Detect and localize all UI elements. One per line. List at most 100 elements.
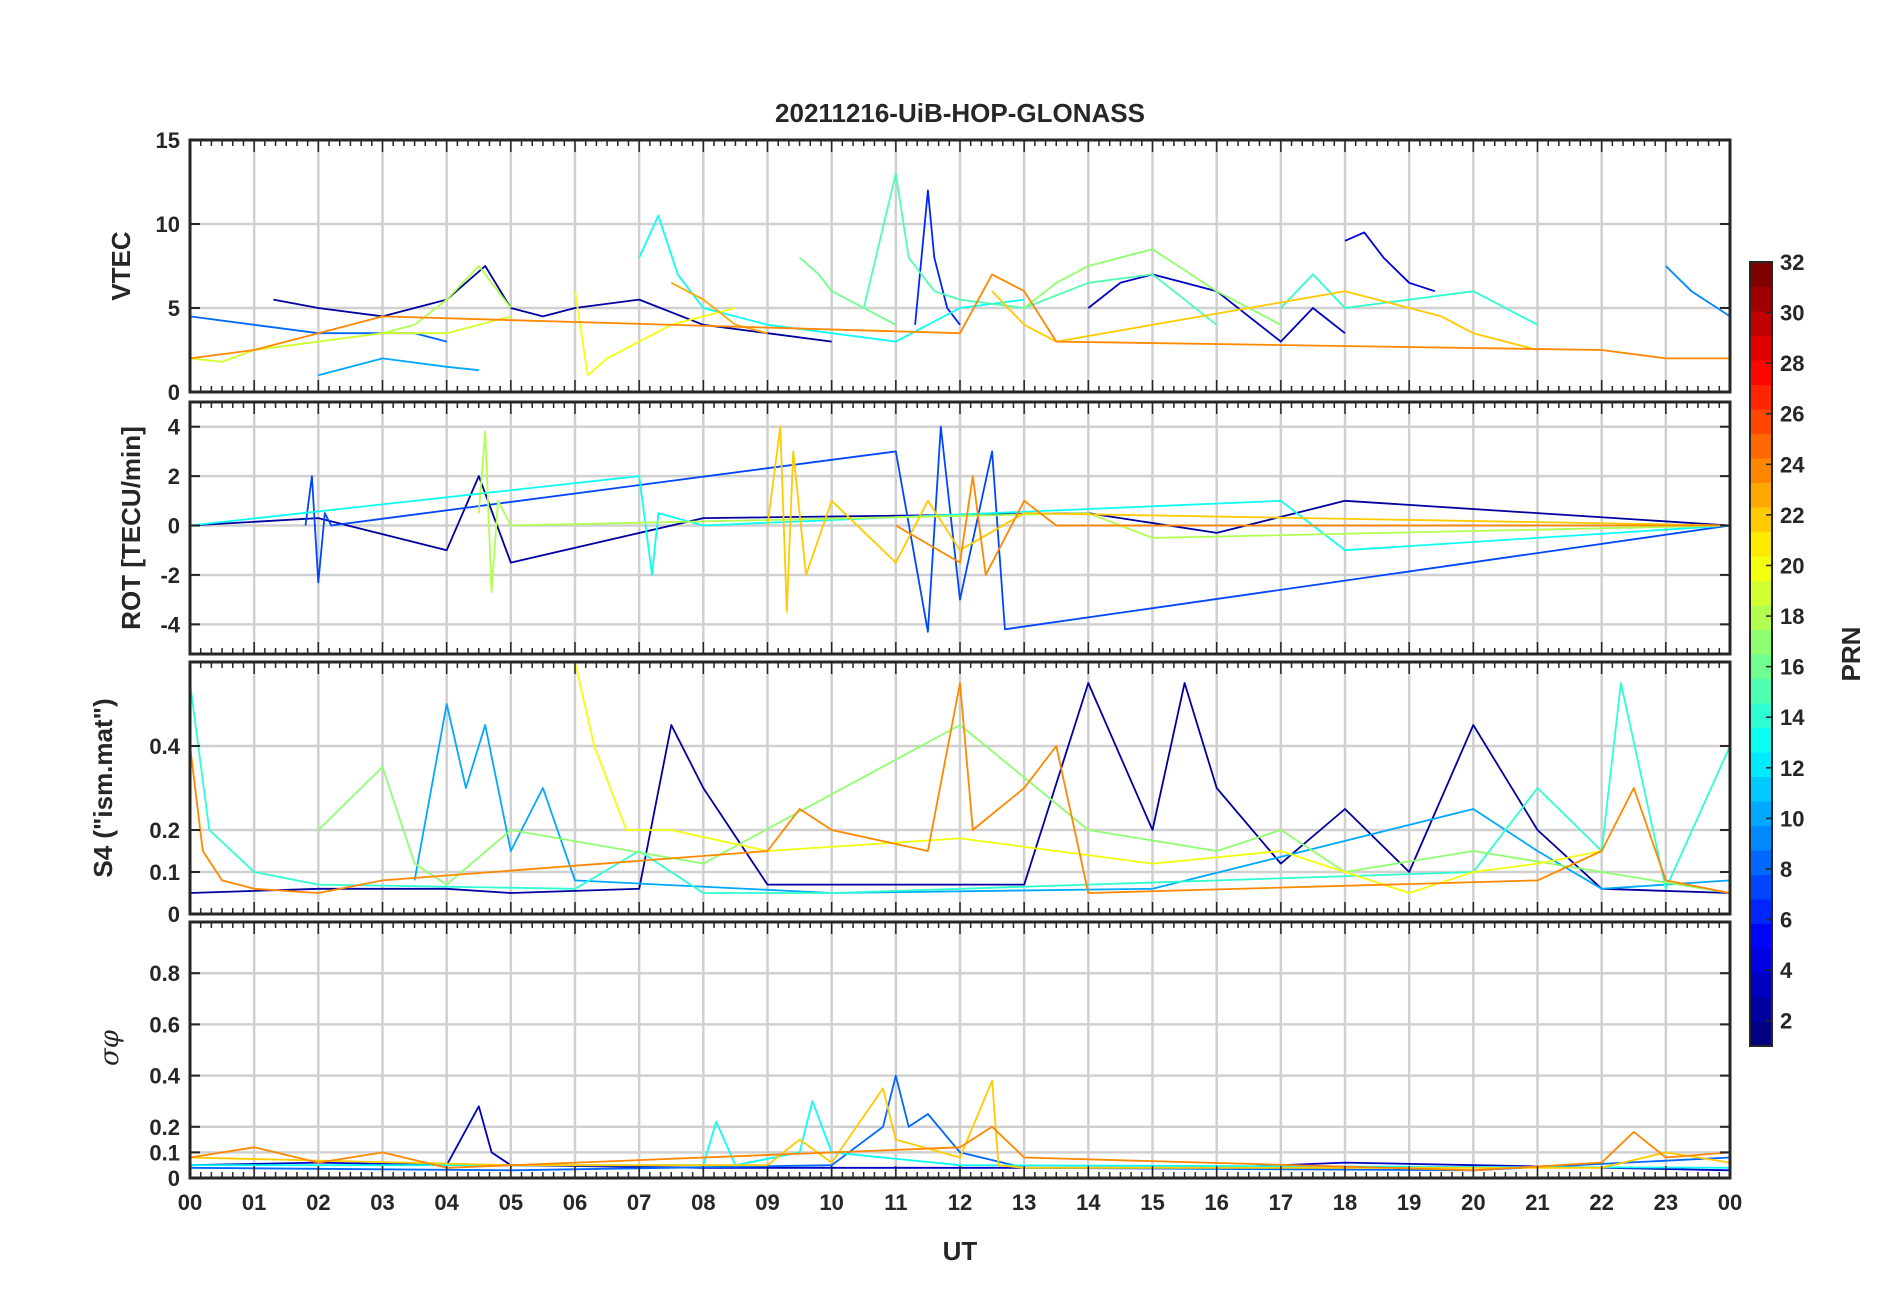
colorbar-tick-label: 12	[1780, 756, 1804, 781]
x-tick-label: 10	[819, 1190, 843, 1215]
panel-sigma-ylabel: σφ	[95, 1029, 125, 1066]
panel-sigma-y-ticks: 00.10.2 0.4 0.6 0.8	[149, 922, 1731, 1191]
panel-vtec-grid	[190, 138, 1730, 394]
colorbar-tick-label: 8	[1780, 857, 1792, 882]
colorbar-band	[1750, 433, 1772, 459]
panel-vtec-series	[190, 172, 1730, 377]
series-prn-17	[1023, 248, 1282, 326]
panel-rot-grid	[190, 402, 1730, 654]
y-tick-label: 0	[168, 902, 180, 927]
x-tick-label: 14	[1076, 1190, 1101, 1215]
panel-vtec-y-ticks: 0 5 10 15	[156, 128, 1731, 405]
colorbar-tick-label: 18	[1780, 604, 1804, 629]
y-tick-label: 0.1	[149, 1140, 180, 1165]
panel-sigma: 00.10.2 0.4 0.6 0.8 σφ	[95, 920, 1732, 1191]
colorbar-band	[1750, 409, 1772, 434]
series-prn-9	[1665, 265, 1730, 318]
x-tick-labels: 00 01 02 03 04 05 06 07 08 09 10 11 12 13 14 15 16 17 18 19…	[178, 1190, 1742, 1215]
colorbar-band	[1750, 703, 1772, 728]
panel-sigma-grid	[190, 922, 1730, 1180]
colorbar-band	[1750, 923, 1772, 949]
colorbar-band	[1750, 997, 1772, 1022]
colorbar-band	[1750, 825, 1772, 851]
panel-rot-ylabel: ROT [TECU/min]	[116, 426, 146, 630]
x-tick-label: 19	[1397, 1190, 1421, 1215]
series-prn-16	[799, 256, 897, 326]
series-prn-2	[190, 682, 1730, 894]
x-tick-label: 11	[884, 1190, 907, 1215]
y-tick-label: 0.6	[149, 1012, 180, 1037]
x-tick-label: 05	[499, 1190, 523, 1215]
y-tick-label: 0	[168, 514, 180, 539]
colorbar-tick-label: 16	[1780, 655, 1804, 680]
colorbar-band	[1750, 384, 1772, 410]
x-tick-label: 17	[1269, 1190, 1293, 1215]
x-tick-label: 07	[627, 1190, 651, 1215]
colorbar-band	[1750, 850, 1772, 875]
colorbar-tick-label: 24	[1780, 452, 1805, 477]
colorbar-tick-label: 6	[1780, 908, 1792, 933]
y-tick-label: 0.4	[149, 1064, 180, 1089]
colorbar-band	[1750, 335, 1772, 361]
y-tick-label: 4	[168, 415, 181, 440]
panel-s4-series	[190, 662, 1730, 894]
colorbar-band	[1750, 727, 1772, 753]
series-prn-10	[318, 357, 479, 377]
y-tick-label: 2	[168, 464, 180, 489]
colorbar-tick-label: 2	[1780, 1009, 1792, 1034]
x-tick-label: 04	[434, 1190, 459, 1215]
series-prn-4	[1344, 231, 1436, 293]
x-tick-label: 20	[1461, 1190, 1485, 1215]
series-prn-13	[190, 1100, 1730, 1169]
x-tick-label: 15	[1140, 1190, 1164, 1215]
series-prn-20	[574, 291, 736, 377]
y-tick-label: 0.8	[149, 961, 180, 986]
colorbar-band	[1750, 556, 1772, 581]
colorbar-tick-label: 22	[1780, 503, 1804, 528]
colorbar-band	[1750, 654, 1772, 679]
x-tick-label: 12	[948, 1190, 972, 1215]
series-prn-18	[477, 430, 1730, 594]
y-tick-label: 0.2	[149, 1115, 180, 1140]
colorbar-tick-label: 4	[1780, 958, 1793, 983]
x-tick-label: 00	[178, 1190, 202, 1215]
colorbar-band	[1750, 482, 1772, 508]
series-prn-15	[862, 172, 1218, 326]
colorbar-band	[1750, 580, 1772, 606]
colorbar-band	[1750, 752, 1772, 777]
series-prn-24	[190, 1125, 1730, 1172]
series-prn-13	[190, 475, 1730, 576]
colorbar-band	[1750, 507, 1772, 532]
series-prn-13	[638, 214, 1025, 343]
panel-vtec: 0 5 10 15 VTEC	[106, 128, 1732, 405]
colorbar-tick-label: 10	[1780, 806, 1804, 831]
colorbar-band	[1750, 311, 1772, 336]
y-tick-label: 0	[168, 380, 180, 405]
colorbar-band	[1750, 360, 1772, 385]
x-tick-label: 01	[242, 1190, 266, 1215]
y-tick-label: -2	[160, 563, 180, 588]
colorbar-tick-label: 30	[1780, 301, 1804, 326]
colorbar-band	[1750, 678, 1772, 704]
y-tick-label: 0.4	[149, 734, 180, 759]
colorbar-band	[1750, 801, 1772, 826]
colorbar-band	[1750, 776, 1772, 802]
colorbar-band	[1750, 874, 1772, 900]
colorbar-tick-label: 20	[1780, 553, 1804, 578]
series-prn-6	[914, 189, 961, 326]
y-tick-label: 0.2	[149, 818, 180, 843]
series-prn-19	[190, 315, 512, 363]
series-prn-22	[766, 425, 1730, 613]
series-prn-7	[304, 425, 1730, 633]
series-prn-23	[670, 282, 768, 335]
colorbar-tick-label: 14	[1780, 705, 1805, 730]
series-prn-20	[574, 662, 1602, 894]
colorbar-band	[1750, 899, 1772, 924]
x-tick-label: 18	[1333, 1190, 1357, 1215]
chart-title: 20211216-UiB-HOP-GLONASS	[775, 98, 1145, 128]
x-tick-label: 23	[1654, 1190, 1678, 1215]
panel-s4-grid	[190, 662, 1730, 916]
